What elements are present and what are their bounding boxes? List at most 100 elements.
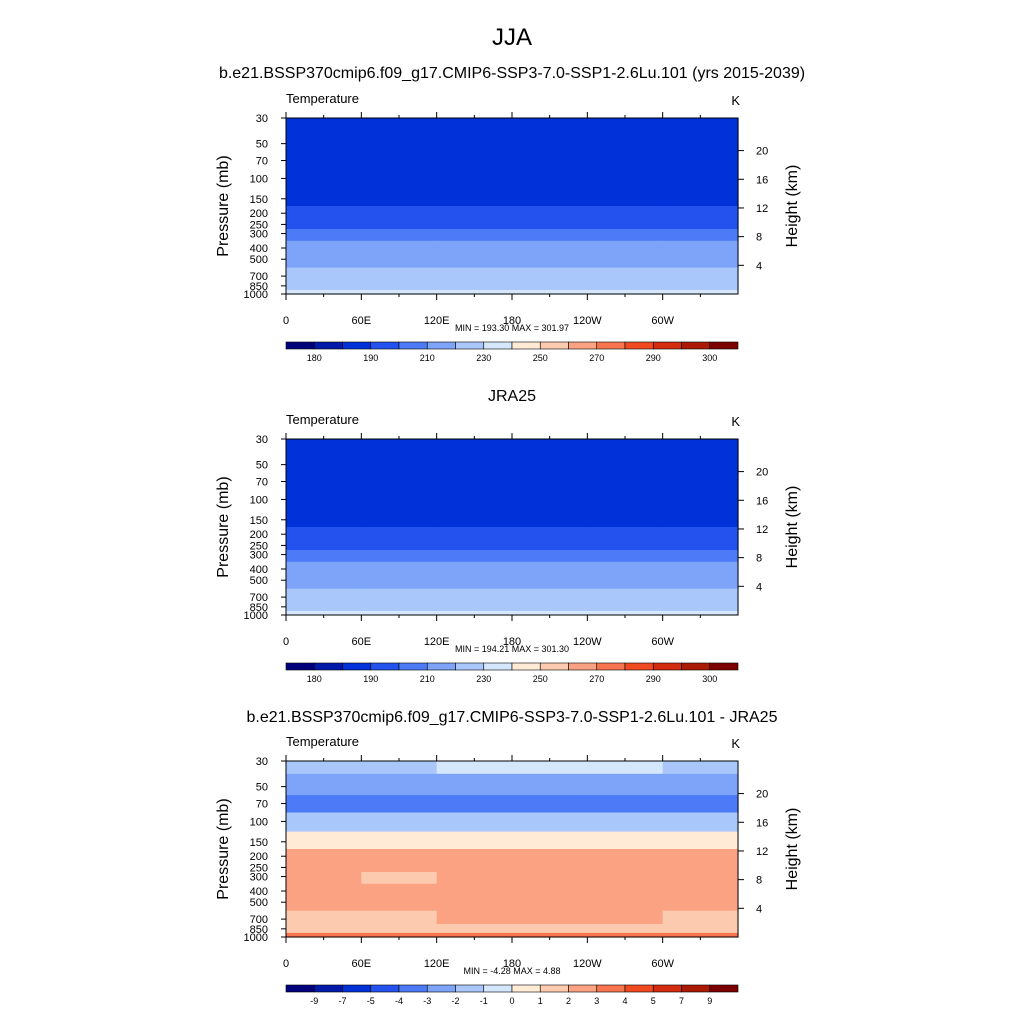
field-cell xyxy=(587,923,664,934)
field-cell xyxy=(361,561,438,576)
field-cell xyxy=(286,910,362,925)
field-cell xyxy=(286,289,362,295)
y-tick-label: 50 xyxy=(256,460,268,472)
x-tick-label: 120W xyxy=(573,315,602,327)
y-tick-label: 30 xyxy=(256,113,268,125)
x-tick-label: 0 xyxy=(283,958,289,970)
y-tick-label: 1000 xyxy=(244,610,268,622)
field-cell xyxy=(512,152,588,171)
field-cell xyxy=(436,761,513,775)
field-cell xyxy=(436,795,513,814)
colorbar-swatch xyxy=(313,984,343,993)
field-cell xyxy=(512,812,588,833)
field-cell xyxy=(512,218,588,230)
colorbar-swatch xyxy=(313,662,343,671)
field-cell xyxy=(436,118,513,132)
field-cell xyxy=(512,910,588,925)
field-cell xyxy=(662,490,739,511)
field-cell xyxy=(587,130,664,153)
field-cell xyxy=(436,549,513,563)
field-cell xyxy=(587,169,664,190)
experiment-subtitle: b.e21.BSSP370cmip6.f09_g17.CMIP6-SSP3-7.… xyxy=(219,65,805,82)
height-tick-label: 20 xyxy=(756,146,768,158)
field-cell xyxy=(361,152,438,171)
panel-1-units: K xyxy=(731,93,740,108)
field-cell xyxy=(512,923,588,934)
field-cell xyxy=(512,831,588,850)
colorbar-swatch xyxy=(624,341,654,350)
min-max-stats: MIN = -4.28 MAX = 4.88 xyxy=(463,966,560,976)
field-cell xyxy=(286,896,362,912)
field-cell xyxy=(286,588,362,603)
colorbar-label: 250 xyxy=(533,674,548,684)
field-cell xyxy=(436,439,513,453)
field-cell xyxy=(361,610,438,616)
height-tick-label: 8 xyxy=(756,232,762,244)
x-tick-label: 60W xyxy=(651,636,674,648)
field-cell xyxy=(286,267,362,282)
field-cell xyxy=(662,896,739,912)
field-cell xyxy=(662,267,739,282)
colorbar-label: 290 xyxy=(646,353,661,363)
y-axis-title-right: Height (km) xyxy=(784,486,801,569)
field-cell xyxy=(587,240,664,255)
field-cell xyxy=(587,812,664,833)
field-cell xyxy=(662,574,739,590)
colorbar-swatch xyxy=(398,662,428,671)
field-cell xyxy=(361,218,438,230)
field-cell xyxy=(286,253,362,269)
field-cell xyxy=(436,473,513,492)
field-cell xyxy=(587,883,664,898)
field-cell xyxy=(286,130,362,153)
colorbar-label: 230 xyxy=(476,674,491,684)
field-cell xyxy=(662,118,739,132)
field-cell xyxy=(587,610,664,616)
field-cell xyxy=(512,439,588,453)
field-cell xyxy=(436,280,513,291)
field-cell xyxy=(286,561,362,576)
colorbar-swatch xyxy=(709,341,739,350)
colorbar-swatch xyxy=(511,341,541,350)
colorbar-swatch xyxy=(426,662,456,671)
colorbar-swatch xyxy=(539,341,569,350)
field-cell xyxy=(436,932,513,938)
field-cell xyxy=(512,883,588,898)
field-cell xyxy=(587,527,664,541)
y-tick-label: 400 xyxy=(250,243,268,255)
colorbar-swatch xyxy=(285,341,315,350)
field-cell xyxy=(436,188,513,207)
field-cell xyxy=(512,130,588,153)
colorbar-swatch xyxy=(539,662,569,671)
field-cell xyxy=(286,812,362,833)
field-cell xyxy=(286,152,362,171)
field-cell xyxy=(662,527,739,541)
field-cell xyxy=(662,849,739,863)
y-tick-label: 500 xyxy=(250,897,268,909)
field-cell xyxy=(286,923,362,934)
field-cell xyxy=(286,527,362,541)
colorbar-swatch xyxy=(483,341,513,350)
height-tick-label: 16 xyxy=(756,817,768,829)
field-cell xyxy=(512,169,588,190)
field-cell xyxy=(587,539,664,551)
colorbar-swatch xyxy=(285,662,315,671)
field-cell xyxy=(361,490,438,511)
colorbar-swatch xyxy=(483,662,513,671)
field-cell xyxy=(286,451,362,474)
field-cell xyxy=(436,490,513,511)
field-cell xyxy=(512,601,588,612)
x-tick-label: 120E xyxy=(424,315,450,327)
field-cell xyxy=(286,218,362,230)
colorbar-swatch xyxy=(342,662,372,671)
colorbar-swatch xyxy=(455,341,485,350)
field-cell xyxy=(662,451,739,474)
field-cell xyxy=(361,761,438,775)
field-cell xyxy=(662,218,739,230)
x-tick-label: 180 xyxy=(503,315,521,327)
y-tick-label: 70 xyxy=(256,156,268,168)
field-cell xyxy=(361,451,438,474)
field-cell xyxy=(361,896,438,912)
x-tick-label: 180 xyxy=(503,958,521,970)
field-cell xyxy=(436,849,513,863)
colorbar-swatch xyxy=(342,984,372,993)
